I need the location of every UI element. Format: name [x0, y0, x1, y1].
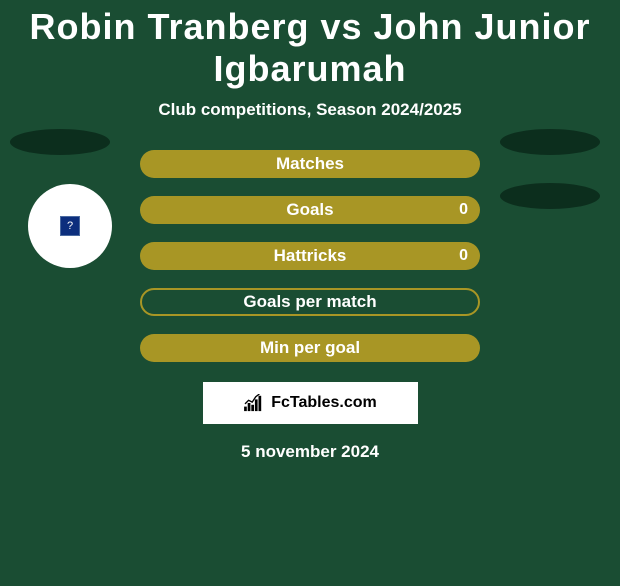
stat-label: Goals	[286, 200, 333, 220]
stat-label: Hattricks	[274, 246, 347, 266]
avatar-placeholder-icon: ?	[60, 216, 80, 236]
player-right-shadow-1	[500, 129, 600, 155]
stat-value: 0	[459, 201, 468, 219]
page-title: Robin Tranberg vs John Junior Igbarumah	[0, 6, 620, 90]
stat-label: Matches	[276, 154, 344, 174]
stat-row-goals-per-match: Goals per match	[140, 288, 480, 316]
stat-row-hattricks: Hattricks 0	[140, 242, 480, 270]
brand-box: FcTables.com	[203, 382, 418, 424]
brand-text: FcTables.com	[271, 394, 377, 412]
date-line: 5 november 2024	[0, 442, 620, 462]
player-left-shadow	[10, 129, 110, 155]
stat-row-min-per-goal: Min per goal	[140, 334, 480, 362]
chart-icon	[243, 394, 265, 412]
stat-label: Goals per match	[243, 292, 376, 312]
stat-row-goals: Goals 0	[140, 196, 480, 224]
stat-label: Min per goal	[260, 338, 360, 358]
page-subtitle: Club competitions, Season 2024/2025	[0, 100, 620, 120]
stat-row-matches: Matches	[140, 150, 480, 178]
player-left-avatar: ?	[28, 184, 112, 268]
player-right-shadow-2	[500, 183, 600, 209]
stat-value: 0	[459, 247, 468, 265]
